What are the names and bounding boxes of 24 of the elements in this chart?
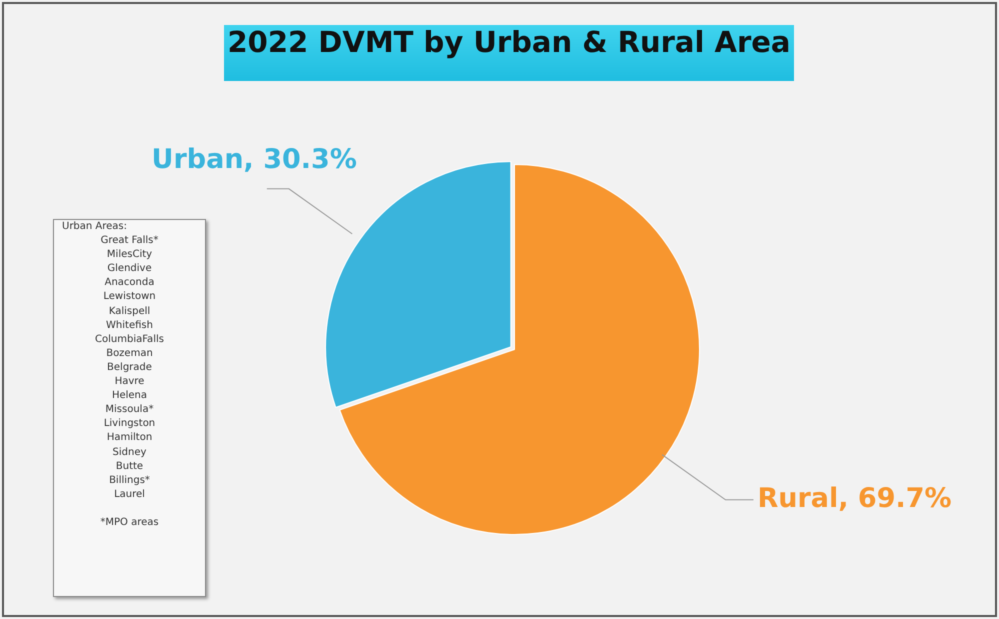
text: MilesCity (106, 248, 154, 262)
text: Hamilton (106, 431, 154, 446)
text: Sidney (112, 446, 148, 460)
text: Urban Areas: (61, 220, 128, 234)
text: Glendive (106, 262, 153, 276)
text: Bozeman (105, 346, 154, 361)
text: Helena (110, 389, 148, 404)
text: Great Falls* (100, 234, 160, 248)
chart-title: 2022 DVMT by Urban & Rural Area (224, 25, 794, 81)
slice-label: Urban, 30.3% (152, 144, 357, 175)
text: Laurel (113, 488, 146, 502)
text: Havre (114, 375, 146, 390)
text: Lewistown (102, 290, 157, 304)
text: Butte (114, 460, 144, 474)
text: Kalispell (108, 304, 152, 319)
text: Billings* (108, 474, 151, 488)
text: Anaconda (104, 276, 156, 290)
text: Whitefish (105, 318, 154, 333)
text: Belgrade (106, 360, 153, 375)
text: Livingston (102, 417, 156, 432)
text: ColumbiaFalls (94, 332, 165, 347)
text: Missoula* (104, 403, 155, 418)
slice-label: Rural, 69.7% (757, 482, 952, 514)
text: *MPO areas (99, 516, 160, 530)
